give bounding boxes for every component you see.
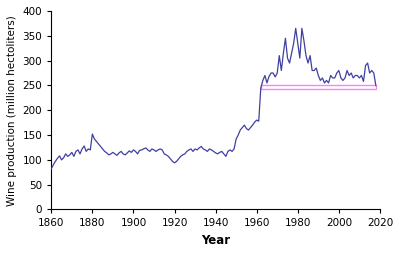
X-axis label: Year: Year — [201, 234, 230, 247]
Bar — [261, 85, 376, 89]
Y-axis label: Wine production (million hectoliters): Wine production (million hectoliters) — [7, 15, 17, 205]
